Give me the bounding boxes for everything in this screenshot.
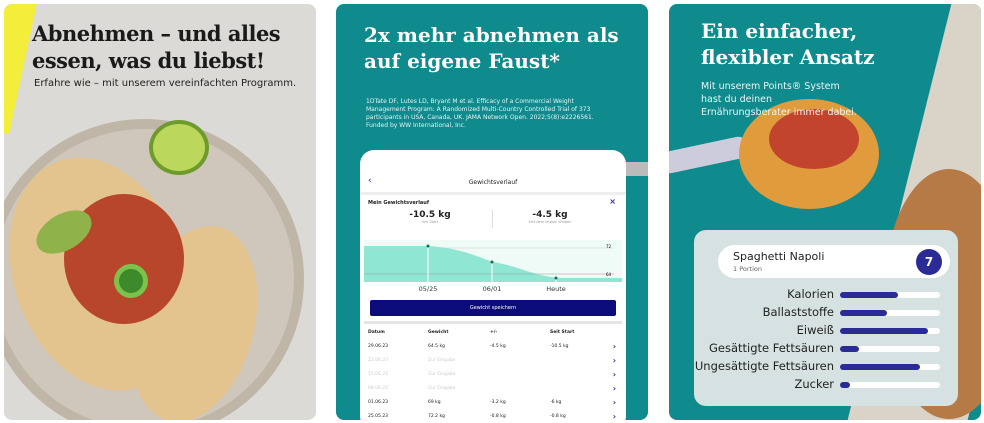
cell-diff: -4.5 kg — [490, 343, 506, 349]
phone-mockup: ‹ Gewichtsverlauf Mein Gewichtsverlauf ×… — [360, 150, 626, 420]
screenshot-panel-1: Abnehmen – und alles essen, was du liebs… — [4, 4, 316, 420]
table-row[interactable]: 01.06.23 69 kg -3.2 kg -6 kg › — [368, 396, 618, 408]
nutrient-bar — [840, 382, 940, 388]
x-label: 06/01 — [483, 285, 502, 293]
cell-diff: -3.2 kg — [490, 399, 506, 405]
x-label: Heute — [546, 285, 566, 293]
nutrient-label: Kalorien — [787, 287, 834, 301]
chevron-right-icon: › — [612, 383, 616, 393]
stat-since-start: -10.5 kg Seit Start — [409, 210, 451, 224]
nutrient-bar — [840, 292, 940, 298]
nutrient-label: Gesättigte Fettsäuren — [708, 341, 834, 355]
panel3-subtitle: Mit unserem Points® System hast du deine… — [701, 81, 857, 118]
screenshot-panel-2: 2x mehr abnehmen als auf eigene Faust* 1… — [336, 4, 648, 420]
table-row[interactable]: 15.06.23 Zur Eingabe › — [368, 368, 618, 380]
chart-point — [426, 244, 430, 248]
chevron-right-icon: › — [612, 341, 616, 351]
back-icon[interactable]: ‹ — [368, 176, 372, 186]
nutrient-bar — [840, 328, 940, 334]
section-title: Mein Gewichtsverlauf — [368, 200, 430, 206]
nutrient-bar-fill — [840, 328, 928, 334]
cell-weight: 72.2 kg — [428, 413, 445, 419]
panel2-title: 2x mehr abnehmen als auf eigene Faust* — [364, 23, 619, 73]
cell-date: 25.05.23 — [368, 413, 389, 419]
nutrient-label: Eiweiß — [796, 323, 834, 337]
panel3-title: Ein einfacher, flexibler Ansatz — [701, 19, 875, 69]
nutrient-bar-fill — [840, 346, 859, 352]
chevron-right-icon: › — [612, 397, 616, 407]
points-badge: 7 — [916, 249, 942, 275]
close-icon[interactable]: × — [609, 197, 616, 206]
food-item[interactable]: Spaghetti Napoli 1 Portion 7 — [718, 245, 950, 278]
nutrient-bar — [840, 346, 940, 352]
cell-weight: 69 kg — [428, 399, 441, 405]
screen-header: Gewichtsverlauf — [468, 179, 518, 186]
stat-last-weigh: -4.5 kg Seit dem letzten Wiegen — [528, 210, 572, 224]
table-row[interactable]: 25.05.23 72.2 kg -0.8 kg -0.8 kg › — [368, 410, 618, 421]
cell-date: 29.06.23 — [368, 343, 389, 349]
cell-date: 22.06.23 — [368, 357, 389, 363]
nutrition-card: Spaghetti Napoli 1 Portion 7 Kalorien Bal… — [694, 230, 958, 406]
food-name: Spaghetti Napoli — [733, 250, 825, 263]
chart-point — [554, 276, 558, 280]
panel1-title: Abnehmen – und alles essen, was du liebs… — [32, 21, 281, 73]
cell-date: 15.06.23 — [368, 371, 389, 377]
nutrient-row: Eiweiß — [694, 322, 952, 340]
nutrient-label: Ungesättigte Fettsäuren — [694, 359, 834, 373]
chart-point — [490, 260, 494, 264]
footnote: 1DTate DF, Lutes LD, Bryant M et al. Eff… — [366, 98, 594, 129]
cell-since: -6 kg — [550, 399, 562, 405]
cell-weight: Zur Eingabe — [428, 371, 456, 377]
nutrient-row: Gesättigte Fettsäuren — [694, 340, 952, 358]
nutrient-bar-fill — [840, 364, 920, 370]
x-label: 05/25 — [419, 285, 438, 293]
nutrient-bar — [840, 310, 940, 316]
screenshot-panel-3: Ein einfacher, flexibler Ansatz Mit unse… — [669, 4, 981, 420]
cell-since: -10.5 kg — [550, 343, 569, 349]
nutrient-row: Kalorien — [694, 286, 952, 304]
table-row[interactable]: 22.06.23 Zur Eingabe › — [368, 354, 618, 366]
cell-weight: Zur Eingabe — [428, 357, 456, 363]
y-label-top: 72 — [606, 244, 612, 249]
cell-diff: -0.8 kg — [490, 413, 506, 419]
nutrient-bar — [840, 364, 940, 370]
nutrient-row: Zucker — [694, 376, 952, 394]
table-row[interactable]: 29.06.23 64.5 kg -4.5 kg -10.5 kg › — [368, 340, 618, 352]
jalapeno-image — [114, 264, 148, 298]
weight-chart: 72 64 05/25 06/01 Heute — [364, 240, 622, 293]
save-weight-button[interactable]: Gewicht speichern — [370, 300, 616, 316]
nutrient-bar-fill — [840, 382, 850, 388]
cell-weight: Zur Eingabe — [428, 385, 456, 391]
tomato-sauce-image — [769, 109, 859, 169]
cell-date: 01.06.23 — [368, 399, 389, 405]
lime-image — [149, 120, 209, 175]
nutrient-row: Ungesättigte Fettsäuren — [694, 358, 952, 376]
cell-since: -0.8 kg — [550, 413, 566, 419]
chevron-right-icon: › — [612, 369, 616, 379]
cell-date: 08.06.23 — [368, 385, 389, 391]
nutrient-row: Ballaststoffe — [694, 304, 952, 322]
nutrient-label: Zucker — [794, 377, 834, 391]
food-portion: 1 Portion — [733, 265, 762, 273]
y-label-bottom: 64 — [606, 272, 612, 277]
nutrient-bar-fill — [840, 310, 887, 316]
nutrient-bar-fill — [840, 292, 898, 298]
panel1-subtitle: Erfahre wie – mit unserem vereinfachten … — [34, 78, 297, 89]
nutrient-label: Ballaststoffe — [762, 305, 834, 319]
chevron-right-icon: › — [612, 411, 616, 421]
chevron-right-icon: › — [612, 355, 616, 365]
table-row[interactable]: 08.06.23 Zur Eingabe › — [368, 382, 618, 394]
table-header: Datum Gewicht +/- Seit Start — [368, 329, 575, 335]
cell-weight: 64.5 kg — [428, 343, 445, 349]
